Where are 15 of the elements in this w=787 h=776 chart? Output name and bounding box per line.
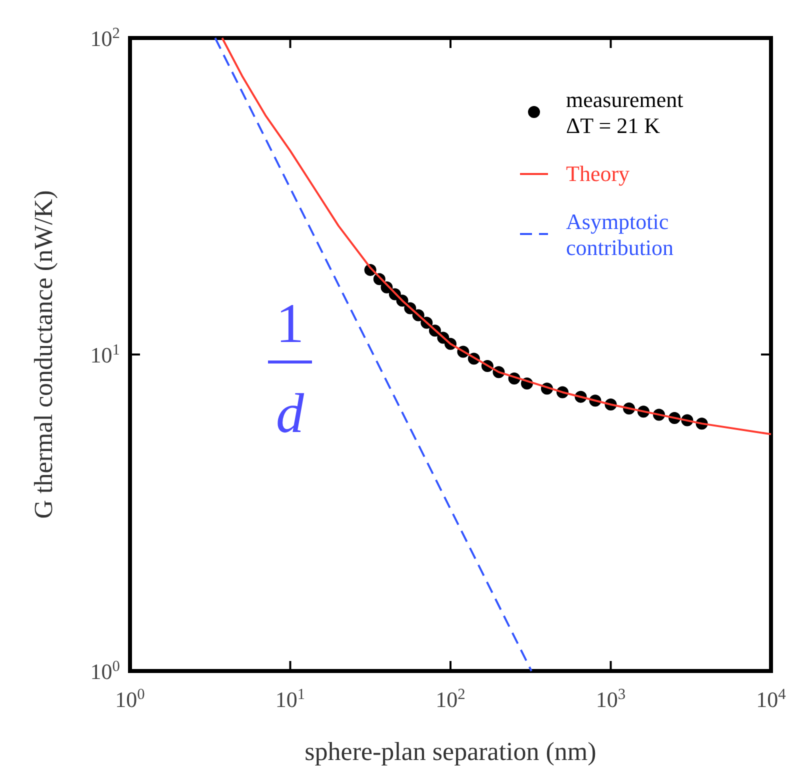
legend-label: Theory bbox=[566, 161, 630, 186]
x-tick-label: 10$^{1}$ bbox=[275, 686, 306, 712]
x-tick-label: 10$^{3}$ bbox=[596, 686, 626, 712]
annotation: 1 bbox=[276, 293, 304, 355]
y-tick-label: 10$^{1}$ bbox=[90, 341, 120, 368]
y-axis-title: G thermal conductance (nW/K) bbox=[29, 190, 58, 519]
x-tick-label: 10$^{0}$ bbox=[115, 686, 146, 712]
y-tick-label: 10$^{2}$ bbox=[90, 24, 120, 51]
legend-label: measurement ΔT = 21 K bbox=[566, 87, 684, 138]
x-tick-label: 10$^{2}$ bbox=[436, 686, 466, 712]
annotation: d bbox=[276, 383, 305, 445]
y-tick-label: 10$^{0}$ bbox=[90, 658, 120, 684]
x-axis-title: sphere-plan separation (nm) bbox=[304, 737, 596, 766]
legend-label: Asymptotic contribution bbox=[566, 209, 674, 260]
x-tick-label: 10$^{4}$ bbox=[756, 686, 786, 712]
